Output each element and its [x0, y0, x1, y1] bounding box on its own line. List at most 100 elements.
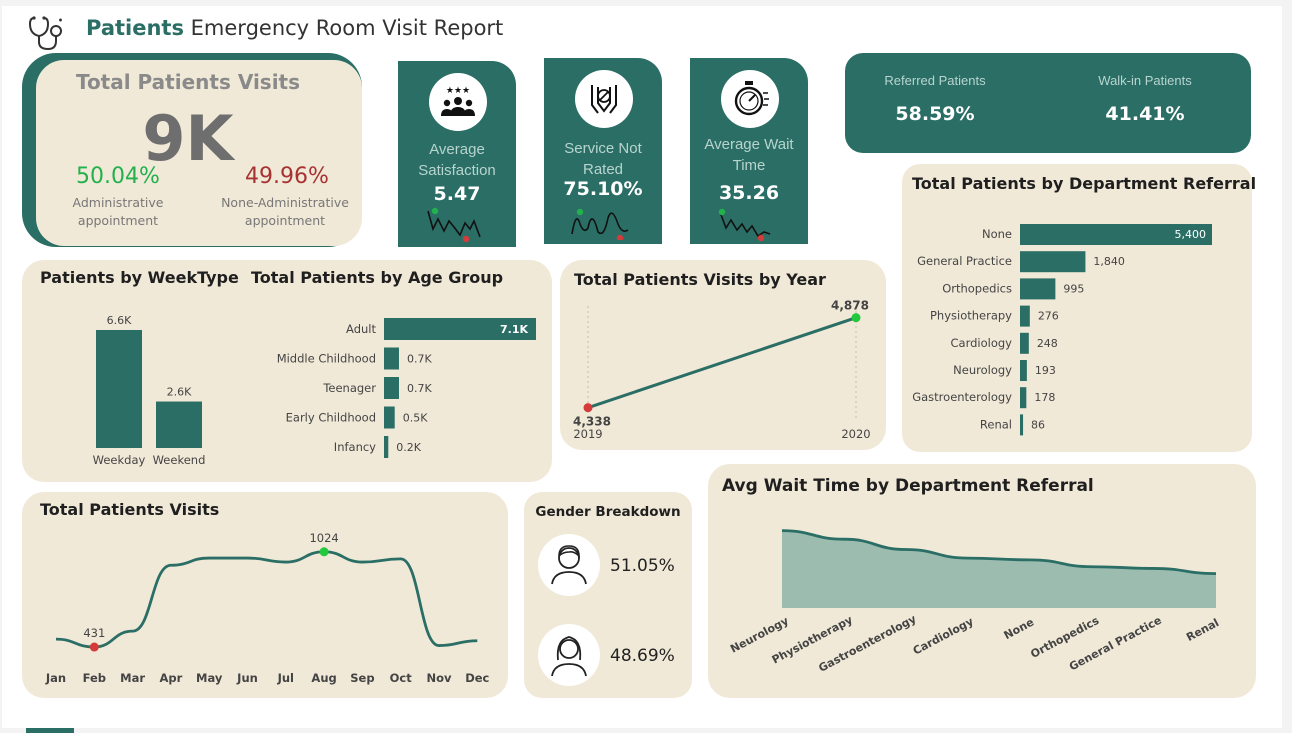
- monthly-axis-label: Dec: [465, 671, 489, 685]
- page-title-rest: Emergency Room Visit Report: [190, 16, 504, 40]
- walkin-label: Walk-in Patients: [1098, 73, 1192, 88]
- dept-category-label: Physiotherapy: [930, 309, 1012, 323]
- dept-category-label: None: [982, 227, 1012, 241]
- wait-time-line: [781, 529, 1217, 575]
- non-admin-pct: 49.96%: [245, 164, 329, 189]
- age-group-value-label: 0.5K: [403, 412, 428, 425]
- weektype-value-label: 6.6K: [107, 314, 132, 327]
- department-referral-chart: None 5,400 General Practice 1,840 Orthopedic…: [912, 224, 1212, 436]
- kpi-title: Service Not Rated: [564, 140, 642, 178]
- monthly-axis-label: Jul: [277, 671, 294, 685]
- female-icon: [538, 624, 600, 686]
- age-group-value-label: 0.7K: [407, 353, 432, 366]
- weektype-category-label: Weekend: [153, 453, 206, 467]
- admin-label: Administrative appointment: [72, 195, 164, 228]
- age-group-category-label: Early Childhood: [286, 411, 376, 425]
- dept-bar: [1020, 332, 1029, 354]
- year-point-max: [851, 313, 861, 323]
- dept-bar: [1020, 360, 1027, 381]
- wait-time-axis-label: Renal: [1184, 616, 1221, 644]
- kpi-title: Average Satisfaction: [418, 141, 496, 179]
- year-axis-label: 2020: [841, 427, 870, 441]
- dept-bar: [1020, 305, 1030, 327]
- year-axis-label: 2019: [573, 427, 602, 441]
- year-point-min: [583, 403, 593, 413]
- age-group-category-label: Infancy: [334, 440, 376, 454]
- wait-time-card: Avg Wait Time by Department Referral Neu…: [708, 464, 1256, 698]
- referred-label: Referred Patients: [884, 73, 986, 88]
- weektype-category-label: Weekday: [93, 453, 146, 467]
- dept-category-label: Renal: [980, 417, 1012, 431]
- dept-bar: [1020, 414, 1024, 436]
- dept-value-label: 178: [1034, 391, 1055, 404]
- female-pct: 48.69%: [610, 646, 675, 666]
- monthly-axis-label: Sep: [350, 671, 374, 685]
- dept-bar: [1020, 278, 1056, 300]
- age-group-category-label: Middle Childhood: [277, 352, 376, 366]
- people-rating-icon: ★★★: [429, 73, 487, 131]
- visits-by-year-chart: 4,338 4,878 2019 2020: [573, 299, 871, 441]
- monthly-axis-label: Nov: [426, 671, 452, 685]
- kpi-average-satisfaction: ★★★ Average Satisfaction 5.47: [398, 61, 516, 247]
- kpi-title: Average Wait Time: [704, 136, 794, 174]
- age-group-bar: [384, 347, 399, 370]
- visits-by-year-title: Total Patients Visits by Year: [574, 270, 826, 289]
- monthly-max-label: 1024: [309, 531, 338, 545]
- dept-value-label: 995: [1063, 282, 1084, 295]
- age-group-category-label: Teenager: [322, 381, 376, 395]
- department-referral-card: Total Patients by Department Referral No…: [902, 164, 1256, 452]
- stethoscope-icon: [26, 14, 70, 52]
- gender-title: Gender Breakdown: [535, 504, 681, 520]
- age-group-bar: [384, 406, 395, 429]
- weektype-agegroup-card: Patients by WeekType 6.6K Weekday 2.6K Week…: [22, 260, 552, 482]
- monthly-point-min: [89, 642, 99, 652]
- year-value-label: 4,338: [573, 415, 611, 429]
- kpi-service-not-rated: Service Not Rated 75.10%: [544, 58, 662, 244]
- visits-by-year-card: Total Patients Visits by Year 4,338 4,878…: [560, 260, 886, 450]
- male-pct: 51.05%: [610, 556, 675, 576]
- dept-category-label: Cardiology: [951, 336, 1013, 350]
- dept-value-label: 5,400: [1175, 228, 1207, 241]
- weektype-bar: [96, 330, 142, 448]
- monthly-axis-label: Feb: [83, 671, 106, 685]
- referral-split-card: Referred Patients 58.59% Walk-in Patient…: [845, 53, 1251, 153]
- non-admin-label: None-Administrative appointment: [221, 195, 349, 228]
- age-group-chart: Adult 7.1K Middle Childhood 0.7K Teenager 0.7…: [277, 318, 536, 458]
- monthly-point-max: [319, 547, 329, 557]
- male-icon: [538, 534, 600, 596]
- monthly-axis-label: Aug: [311, 671, 336, 685]
- monthly-axis-label: Apr: [159, 671, 182, 685]
- total-visits-title: Total Patients Visits: [75, 70, 301, 94]
- total-visits-value: 9K: [142, 102, 234, 175]
- department-referral-title: Total Patients by Department Referral: [912, 174, 1257, 193]
- monthly-axis-label: Oct: [390, 671, 413, 685]
- total-visits-card: Total Patients Visits 9K 50.04% Administ…: [36, 60, 362, 246]
- dept-category-label: Orthopedics: [942, 281, 1012, 295]
- age-group-category-label: Adult: [346, 322, 376, 336]
- dashboard-canvas: Patients Emergency Room Visit Report Tot…: [2, 6, 1282, 728]
- dept-value-label: 193: [1035, 364, 1056, 377]
- monthly-series-line: [55, 550, 478, 649]
- weektype-title: Patients by WeekType: [40, 268, 239, 287]
- weektype-chart: 6.6K Weekday 2.6K Weekend: [93, 314, 206, 467]
- svg-text:★★★: ★★★: [446, 86, 470, 96]
- age-group-title: Total Patients by Age Group: [251, 268, 504, 287]
- year-value-label: 4,878: [831, 299, 869, 313]
- dept-category-label: General Practice: [917, 254, 1012, 268]
- age-group-value-label: 7.1K: [500, 323, 528, 336]
- kpi-sparkline: [571, 208, 629, 240]
- dept-bar: [1020, 387, 1027, 409]
- age-group-bar: [384, 318, 536, 340]
- wait-time-area: [782, 530, 1216, 608]
- wait-time-title: Avg Wait Time by Department Referral: [722, 476, 1094, 496]
- dept-category-label: Neurology: [953, 363, 1012, 377]
- monthly-axis-label: Jun: [236, 671, 258, 685]
- walkin-value: 41.41%: [1105, 103, 1185, 125]
- age-group-value-label: 0.7K: [407, 382, 432, 395]
- age-group-bar: [384, 436, 389, 458]
- no-rating-icon: [575, 70, 633, 128]
- dept-value-label: 86: [1031, 418, 1045, 431]
- year-series-line: [587, 316, 857, 410]
- wait-time-axis-label: Cardiology: [911, 615, 976, 658]
- kpi-value: 75.10%: [563, 178, 643, 200]
